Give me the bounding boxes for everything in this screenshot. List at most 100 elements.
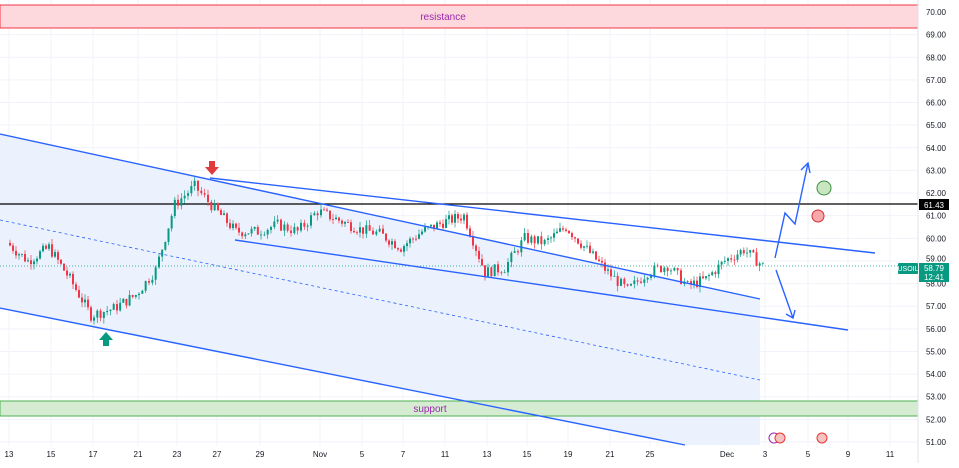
candle [320, 209, 322, 216]
candle [293, 227, 296, 234]
candle [673, 268, 676, 271]
candle [131, 295, 134, 297]
candle [244, 234, 247, 237]
candle [173, 199, 176, 216]
candle [250, 228, 253, 234]
wedge-upper-line[interactable] [209, 177, 876, 254]
candle [42, 245, 44, 252]
y-tick-label: 61.00 [926, 212, 947, 221]
candle [406, 243, 408, 247]
candle [229, 223, 231, 229]
candle [60, 259, 62, 264]
y-tick-label: 67.00 [926, 76, 947, 85]
candle [497, 264, 499, 273]
x-tick-label: 15 [523, 450, 532, 459]
candle [213, 203, 216, 211]
candle [177, 199, 179, 206]
candle [382, 228, 384, 234]
x-tick-label: 3 [763, 450, 768, 459]
candle [666, 267, 669, 272]
bearish-path-arrow[interactable] [775, 269, 794, 319]
candle [332, 219, 334, 221]
x-tick-label: 11 [441, 450, 450, 459]
support-zone[interactable] [0, 400, 919, 417]
candle [660, 265, 662, 272]
candle [503, 272, 506, 274]
candle [733, 259, 736, 261]
y-tick-label: 51.00 [926, 438, 947, 447]
candle [730, 258, 733, 260]
candle [540, 236, 543, 245]
x-tick-label: 17 [89, 450, 98, 459]
candle [460, 218, 462, 221]
candle [739, 250, 742, 255]
candle [583, 246, 585, 248]
key-level-badge: 61.43 [919, 199, 949, 210]
candle [300, 222, 302, 231]
candle [472, 236, 474, 246]
candle [589, 245, 591, 253]
candle [84, 299, 86, 303]
candle [746, 252, 748, 254]
candle [650, 275, 652, 278]
event-icons[interactable] [768, 432, 828, 444]
candle [313, 213, 316, 216]
y-tick-label: 56.00 [926, 325, 947, 334]
candle [12, 245, 14, 251]
svg-text:USOIL: USOIL [897, 266, 918, 273]
candle [270, 227, 272, 230]
candle [656, 265, 659, 267]
candle [755, 252, 758, 266]
candle [663, 267, 666, 272]
candle [454, 214, 456, 223]
candle [15, 250, 17, 256]
green-circle-marker[interactable] [816, 180, 832, 196]
bullish-path-arrow[interactable] [774, 162, 809, 259]
candle [421, 231, 423, 235]
price-axis[interactable]: 70.00 69.00 68.00 67.00 66.00 65.00 64.00 63.00… [926, 8, 947, 447]
candle [400, 249, 402, 252]
candle [708, 275, 710, 277]
candle [356, 232, 358, 234]
candle [266, 229, 269, 235]
x-tick-label: 7 [401, 450, 406, 459]
candle [54, 252, 56, 257]
candle [306, 225, 309, 227]
candle [303, 222, 306, 227]
candle [586, 245, 588, 247]
candle [550, 237, 552, 239]
red-circle-marker[interactable] [811, 209, 825, 223]
channel-upper-line[interactable] [0, 133, 761, 300]
candle [397, 248, 399, 250]
candle [394, 241, 396, 249]
candle [696, 280, 698, 287]
candle [595, 251, 597, 260]
wedge-lower-line[interactable] [234, 239, 849, 331]
candle [341, 220, 343, 224]
candle [241, 232, 244, 237]
candle [63, 263, 65, 271]
candle [122, 298, 125, 303]
channel-lower-line[interactable] [0, 307, 686, 446]
time-axis[interactable]: 13 15 17 21 23 27 29 Nov 5 7 11 13 15 19 21 25 Dec 3 5 9 11 [5, 450, 895, 459]
candle [151, 279, 154, 283]
candle [727, 258, 729, 261]
candle [27, 260, 29, 262]
candle [134, 295, 137, 297]
candle [220, 210, 222, 216]
candle [36, 258, 38, 262]
x-tick-label: 11 [886, 450, 895, 459]
candle [273, 221, 276, 228]
candle [520, 240, 523, 253]
candle [283, 224, 286, 231]
y-tick-label: 66.00 [926, 99, 947, 108]
candle [141, 290, 144, 294]
candle [705, 276, 707, 279]
candle [565, 229, 567, 231]
candle [125, 298, 128, 306]
candle [69, 273, 71, 276]
candle [592, 251, 594, 253]
y-tick-label: 70.00 [926, 8, 947, 17]
